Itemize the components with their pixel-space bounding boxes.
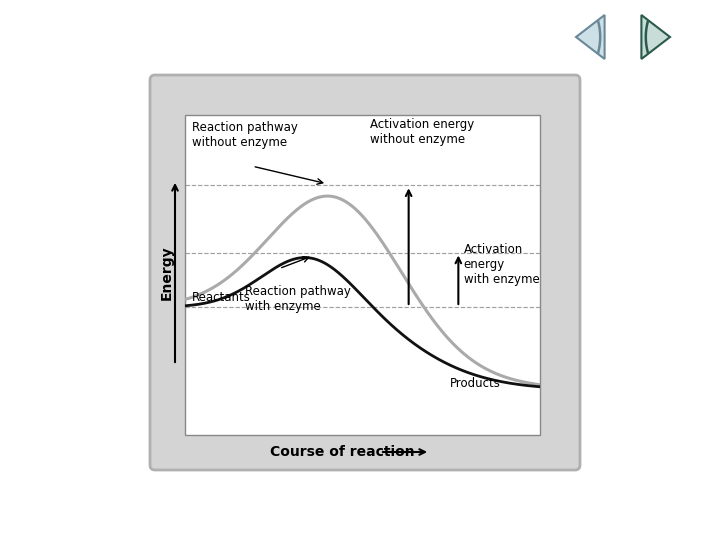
Text: Activation energy
without enzyme: Activation energy without enzyme (369, 118, 474, 146)
Text: Reaction pathway
without enzyme: Reaction pathway without enzyme (192, 122, 298, 150)
Text: Course of reaction: Course of reaction (270, 445, 414, 459)
Text: Reaction pathway
with enzyme: Reaction pathway with enzyme (246, 285, 351, 313)
Text: Products: Products (449, 377, 500, 390)
FancyBboxPatch shape (185, 115, 540, 435)
Polygon shape (576, 15, 605, 59)
Text: Activation
energy
with enzyme: Activation energy with enzyme (464, 243, 539, 286)
FancyBboxPatch shape (150, 75, 580, 470)
Text: Energy: Energy (160, 246, 174, 300)
Polygon shape (642, 15, 670, 59)
Text: Reactants: Reactants (192, 291, 251, 304)
